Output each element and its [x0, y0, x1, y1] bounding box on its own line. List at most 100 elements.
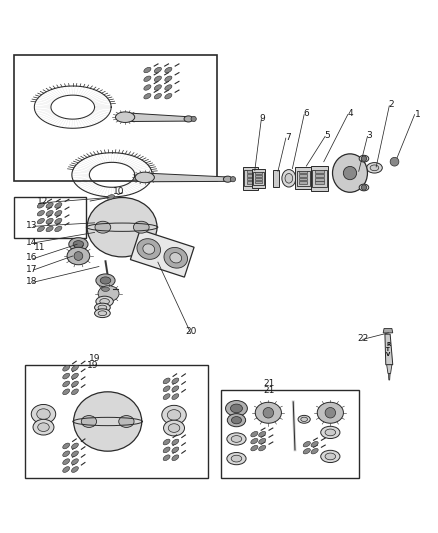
Bar [315, 174, 324, 176]
Bar [14, 55, 217, 181]
Ellipse shape [163, 439, 170, 445]
Ellipse shape [165, 76, 172, 82]
Ellipse shape [227, 433, 246, 445]
Ellipse shape [134, 221, 149, 233]
Ellipse shape [154, 85, 162, 90]
Text: 7: 7 [285, 133, 291, 142]
Ellipse shape [167, 410, 181, 420]
Bar [315, 169, 324, 173]
Ellipse shape [170, 253, 182, 263]
Ellipse shape [63, 373, 70, 379]
Ellipse shape [96, 296, 113, 306]
Ellipse shape [95, 303, 110, 312]
Ellipse shape [165, 67, 172, 72]
Ellipse shape [63, 467, 70, 472]
Text: 18: 18 [26, 277, 38, 286]
Ellipse shape [143, 244, 155, 254]
Ellipse shape [63, 389, 70, 394]
Ellipse shape [119, 416, 134, 427]
Ellipse shape [165, 85, 172, 90]
Ellipse shape [95, 309, 110, 318]
Ellipse shape [163, 386, 170, 392]
Ellipse shape [165, 93, 172, 99]
Bar [299, 177, 307, 180]
Ellipse shape [87, 198, 157, 257]
Ellipse shape [172, 455, 179, 461]
Ellipse shape [144, 93, 151, 99]
Ellipse shape [71, 373, 78, 379]
Circle shape [361, 185, 367, 190]
Text: R
T
V: R T V [386, 342, 390, 357]
Ellipse shape [98, 305, 107, 310]
Ellipse shape [325, 429, 336, 436]
Text: 22: 22 [357, 334, 369, 343]
Circle shape [263, 408, 274, 418]
Bar [273, 169, 279, 187]
Ellipse shape [63, 365, 70, 371]
Ellipse shape [74, 392, 142, 451]
Ellipse shape [38, 423, 49, 432]
Bar [253, 172, 264, 185]
Text: 4: 4 [347, 109, 353, 118]
Ellipse shape [98, 286, 119, 302]
Polygon shape [125, 113, 188, 122]
Ellipse shape [73, 240, 84, 248]
Ellipse shape [282, 169, 296, 187]
Circle shape [191, 116, 196, 122]
Ellipse shape [55, 219, 62, 224]
Ellipse shape [303, 448, 311, 454]
Ellipse shape [71, 451, 78, 457]
Polygon shape [383, 328, 393, 333]
Ellipse shape [100, 277, 111, 284]
Bar [255, 172, 261, 174]
Ellipse shape [285, 174, 293, 183]
Ellipse shape [37, 211, 44, 216]
Ellipse shape [46, 203, 53, 208]
Ellipse shape [116, 112, 135, 123]
Ellipse shape [251, 439, 258, 444]
Ellipse shape [95, 221, 111, 233]
Text: 17: 17 [26, 264, 38, 273]
Circle shape [361, 156, 367, 161]
Ellipse shape [98, 311, 107, 316]
Bar [247, 181, 254, 184]
Ellipse shape [71, 467, 78, 472]
Polygon shape [387, 365, 392, 374]
Ellipse shape [321, 450, 340, 463]
Text: 21: 21 [264, 386, 275, 395]
Ellipse shape [325, 453, 336, 460]
Ellipse shape [231, 455, 242, 462]
Ellipse shape [259, 439, 266, 444]
Ellipse shape [255, 402, 282, 423]
Ellipse shape [37, 203, 44, 208]
Ellipse shape [311, 448, 318, 454]
Ellipse shape [71, 381, 78, 387]
Bar [247, 177, 254, 180]
Circle shape [325, 408, 336, 418]
Ellipse shape [164, 247, 187, 268]
Text: 16: 16 [26, 253, 38, 262]
Ellipse shape [37, 226, 44, 232]
Bar [312, 169, 327, 187]
Ellipse shape [172, 447, 179, 453]
Circle shape [390, 157, 399, 166]
Ellipse shape [230, 404, 243, 413]
Bar [25, 365, 208, 478]
Ellipse shape [154, 67, 162, 72]
Ellipse shape [370, 165, 379, 171]
Ellipse shape [107, 195, 114, 199]
Ellipse shape [71, 443, 78, 449]
Text: 2: 2 [389, 100, 394, 109]
Ellipse shape [259, 431, 266, 437]
Ellipse shape [46, 226, 53, 232]
Ellipse shape [46, 211, 53, 216]
Ellipse shape [81, 416, 97, 427]
Ellipse shape [223, 176, 232, 182]
Ellipse shape [46, 219, 53, 224]
Bar [299, 171, 307, 173]
Bar [255, 177, 261, 180]
Ellipse shape [71, 365, 78, 371]
Ellipse shape [317, 402, 343, 423]
Ellipse shape [359, 155, 369, 162]
Ellipse shape [154, 76, 162, 82]
